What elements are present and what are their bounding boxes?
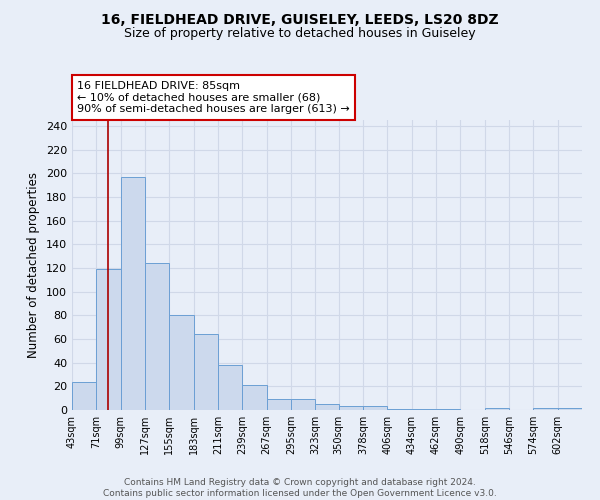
Bar (242, 385, 266, 410)
Bar (72, 382, 97, 410)
Bar (194, 334, 218, 410)
Bar (218, 365, 242, 410)
Bar (315, 404, 339, 410)
Bar (339, 406, 363, 410)
Bar (169, 316, 194, 410)
Bar (266, 400, 291, 410)
Bar (436, 409, 460, 410)
Bar (97, 269, 121, 410)
Bar (533, 408, 557, 410)
Text: Contains HM Land Registry data © Crown copyright and database right 2024.
Contai: Contains HM Land Registry data © Crown c… (103, 478, 497, 498)
Text: 16 FIELDHEAD DRIVE: 85sqm
← 10% of detached houses are smaller (68)
90% of semi-: 16 FIELDHEAD DRIVE: 85sqm ← 10% of detac… (77, 81, 350, 114)
Bar (557, 408, 582, 410)
Bar (412, 409, 436, 410)
Bar (485, 408, 509, 410)
Bar (388, 409, 412, 410)
Bar (363, 406, 388, 410)
Bar (291, 400, 315, 410)
Bar (121, 177, 145, 410)
Text: Size of property relative to detached houses in Guiseley: Size of property relative to detached ho… (124, 28, 476, 40)
Bar (145, 263, 169, 410)
Text: 16, FIELDHEAD DRIVE, GUISELEY, LEEDS, LS20 8DZ: 16, FIELDHEAD DRIVE, GUISELEY, LEEDS, LS… (101, 12, 499, 26)
Y-axis label: Number of detached properties: Number of detached properties (28, 172, 40, 358)
